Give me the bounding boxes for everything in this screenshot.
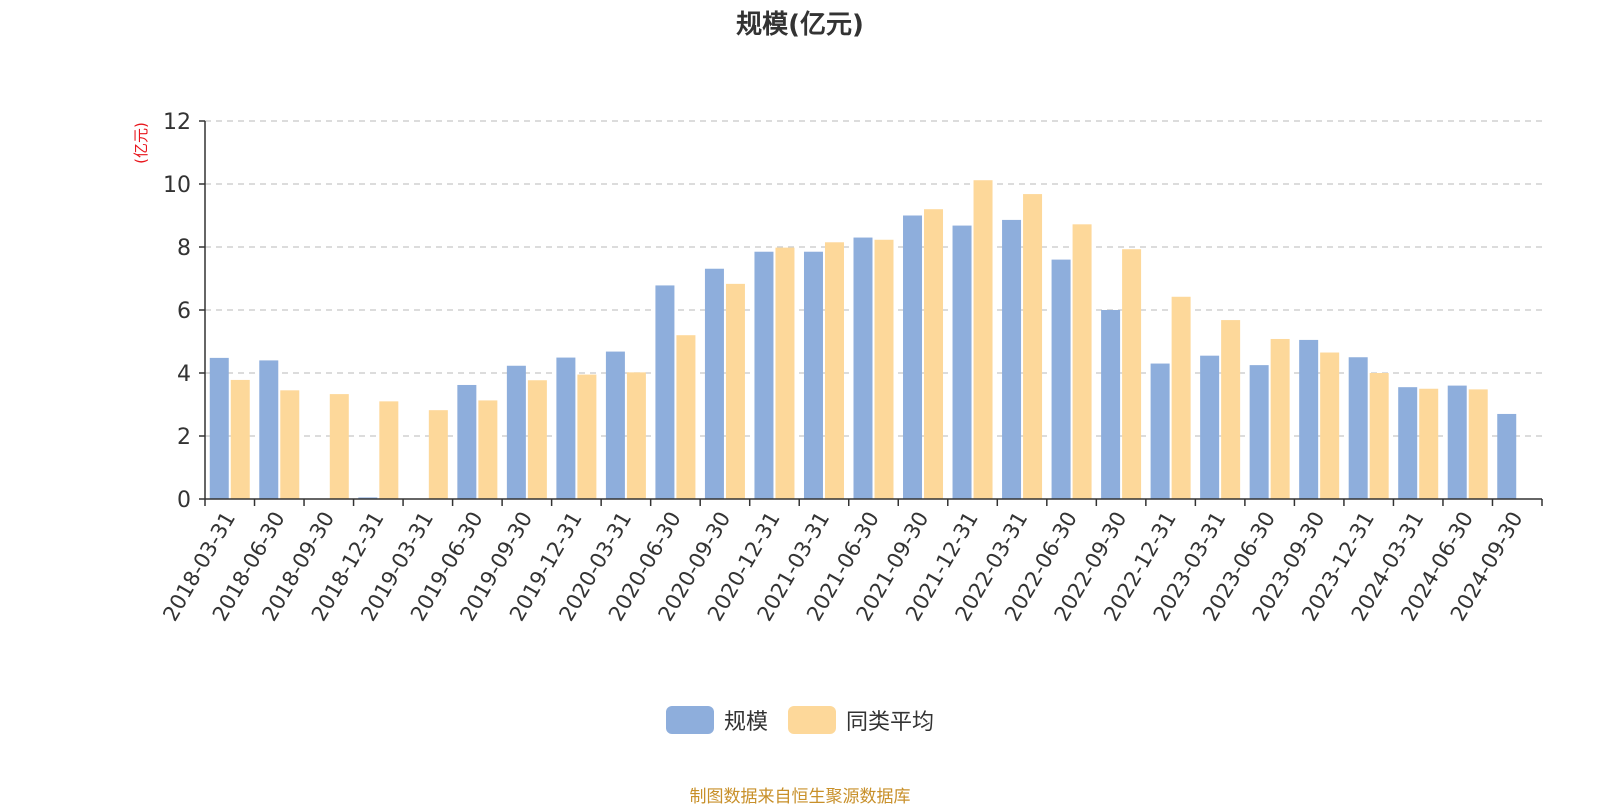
y-tick-label: 0 <box>177 488 191 513</box>
bar-peer-average <box>626 372 646 499</box>
gridlines <box>205 120 1542 437</box>
bar-scale <box>903 215 923 499</box>
bar-peer-average <box>1270 338 1290 499</box>
bar-peer-average <box>1072 224 1092 499</box>
bar-scale <box>1497 413 1517 499</box>
bar-scale <box>704 268 724 499</box>
y-tick-label: 8 <box>177 236 191 261</box>
bar-scale <box>803 251 823 499</box>
chart-canvas: 0246810122018-03-312018-06-302018-09-302… <box>132 110 1543 625</box>
bar-peer-average <box>478 400 498 499</box>
bar-peer-average <box>527 380 547 499</box>
bar-peer-average <box>329 394 349 499</box>
bar-scale <box>1101 310 1121 499</box>
bar-scale <box>952 225 972 499</box>
bar-scale <box>1200 355 1220 499</box>
bar-peer-average <box>824 242 844 499</box>
legend-item-peer-average[interactable]: 同类平均 <box>788 704 934 736</box>
bar-peer-average <box>577 374 597 499</box>
bar-peer-average <box>230 379 250 499</box>
bar-peer-average <box>973 180 993 499</box>
legend-swatch-scale <box>665 706 714 734</box>
bar-peer-average <box>874 239 894 499</box>
bar-scale <box>1150 363 1170 499</box>
bar-peer-average <box>1419 388 1439 499</box>
bar-peer-average <box>924 209 944 499</box>
bar-scale <box>1398 387 1418 499</box>
bar-peer-average <box>280 390 300 499</box>
y-tick-label: 4 <box>177 362 191 387</box>
bar-peer-average <box>1468 389 1488 499</box>
bar-scale <box>259 360 279 499</box>
bars <box>209 180 1517 500</box>
legend-swatch-peer-average <box>788 706 836 734</box>
bar-peer-average <box>775 247 795 499</box>
bar-scale <box>655 285 675 499</box>
legend: 规模 同类平均 <box>0 704 1600 736</box>
bar-scale <box>1051 259 1071 499</box>
bar-scale <box>457 384 477 499</box>
y-tick-label: 6 <box>177 299 191 324</box>
bar-scale <box>1002 219 1022 499</box>
y-axis-label: (亿元) <box>132 122 150 164</box>
bar-scale <box>358 497 378 499</box>
bar-peer-average <box>725 283 745 499</box>
bar-scale <box>1249 365 1269 499</box>
bar-peer-average <box>1171 296 1191 499</box>
bar-peer-average <box>1320 352 1340 499</box>
bar-scale <box>506 365 526 499</box>
source-note: 制图数据来自恒生聚源数据库 <box>689 787 911 807</box>
chart-title: 规模(亿元) <box>736 10 864 40</box>
bar-scale <box>754 251 774 499</box>
y-tick-label: 10 <box>163 173 191 198</box>
bar-scale <box>1299 339 1319 499</box>
bar-scale <box>605 351 625 499</box>
y-tick-label: 2 <box>177 425 191 450</box>
bar-scale <box>853 237 873 500</box>
bar-peer-average <box>676 335 696 499</box>
bar-peer-average <box>1221 320 1241 499</box>
legend-label-scale: 规模 <box>723 710 768 735</box>
bar-peer-average <box>379 401 399 499</box>
bar-peer-average <box>1369 373 1389 499</box>
bar-peer-average <box>1023 194 1043 499</box>
y-tick-label: 12 <box>163 110 191 135</box>
bar-scale <box>1447 385 1467 499</box>
legend-item-scale[interactable]: 规模 <box>665 704 768 736</box>
legend-label-peer-average: 同类平均 <box>846 710 935 735</box>
bar-scale <box>209 357 229 499</box>
bar-peer-average <box>428 410 448 499</box>
bar-scale <box>556 357 576 499</box>
bar-scale <box>1348 357 1368 499</box>
bar-peer-average <box>1122 249 1142 499</box>
